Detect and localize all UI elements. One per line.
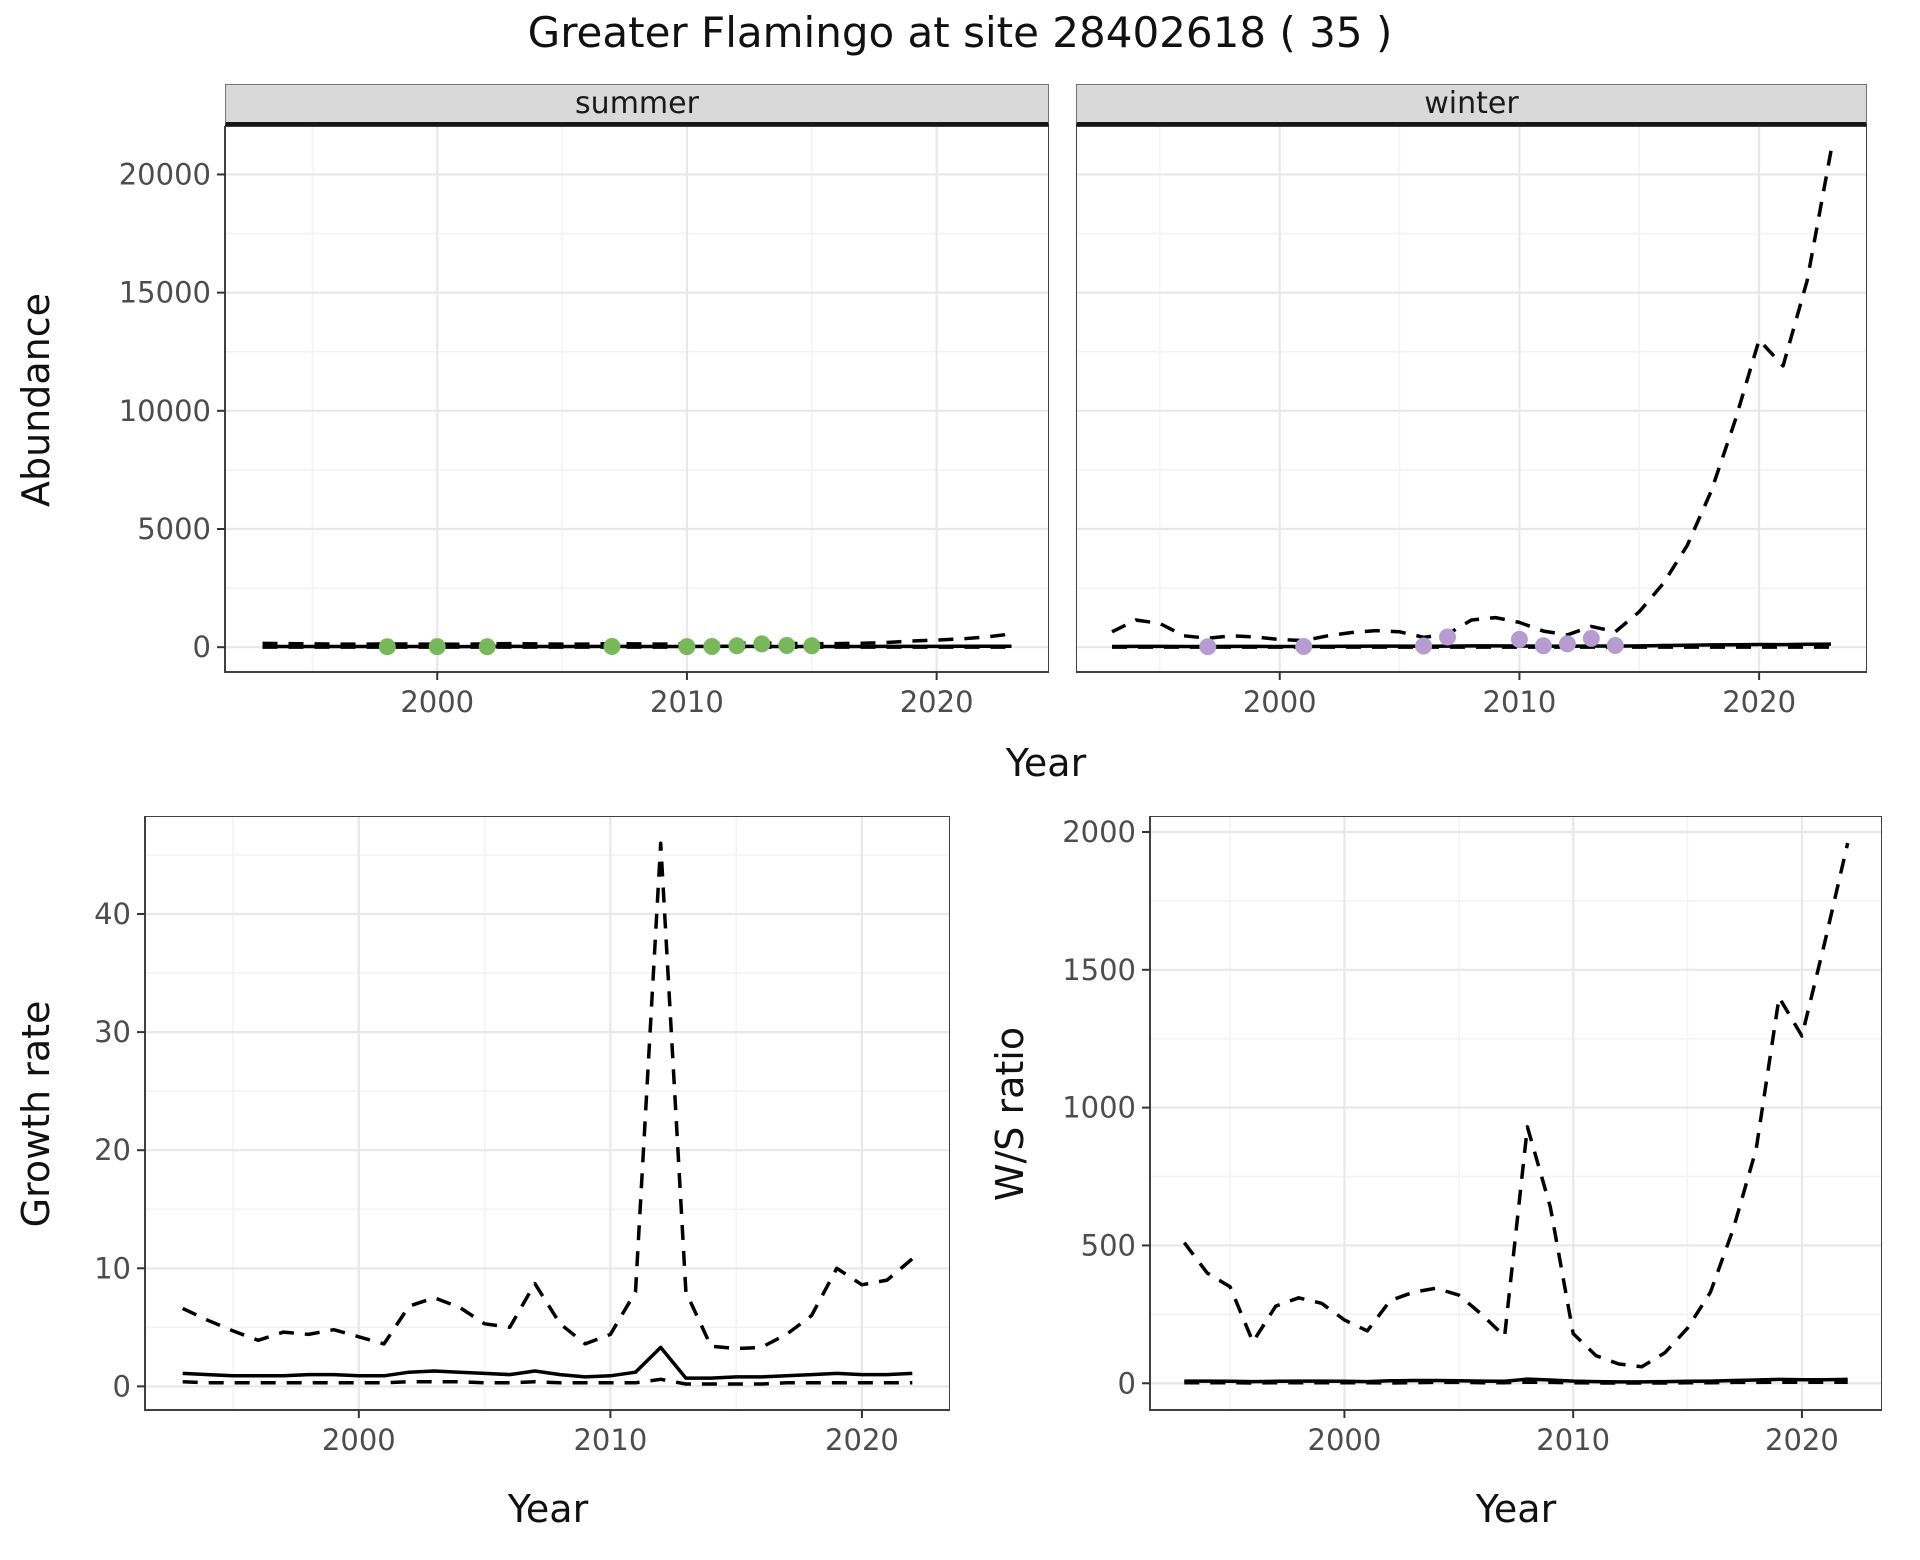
x-tick-label: 2000: [400, 685, 474, 719]
observation-point: [1582, 629, 1600, 647]
gridlines: [1150, 816, 1882, 1410]
y-tick-label: 1500: [1062, 953, 1136, 987]
x-tick-label: 2000: [1308, 1423, 1382, 1457]
observation-point: [1558, 635, 1576, 653]
observation-point: [1439, 628, 1456, 646]
series-lines: [1111, 150, 1833, 649]
gridlines: [225, 126, 1049, 672]
observation-point: [1199, 638, 1217, 656]
median-line: [1184, 1377, 1848, 1384]
gridlines: [1076, 126, 1867, 672]
x-tick-label: 2010: [650, 685, 724, 719]
y-tick-label: 5000: [137, 512, 211, 546]
observation-point: [378, 638, 396, 656]
observation-point: [1534, 637, 1552, 655]
observation-point: [1415, 637, 1433, 655]
observation-point: [1606, 637, 1624, 654]
year-axis-title-top: Year: [1005, 741, 1087, 785]
facet-strip-summer: summer: [225, 84, 1049, 126]
observation-point: [603, 638, 621, 655]
x-tick-label: 2010: [1483, 685, 1557, 719]
y-tick-label: 10: [94, 1251, 131, 1285]
facet-strip-winter: winter: [1076, 84, 1867, 126]
upper_ci-line: [181, 841, 914, 1351]
y-tick-label: 40: [94, 897, 131, 931]
growth-rate-panel: 2000 2010 2020 0 10 20 30 40: [94, 816, 950, 1457]
observation-point: [428, 638, 446, 656]
observation-point: [803, 637, 821, 655]
y-tick-label: 30: [94, 1015, 131, 1049]
x-tick-label: 2010: [573, 1423, 647, 1457]
facet-strip-summer-label: summer: [575, 86, 699, 121]
axis-ticks: 2000 2010 2020 0 10 20 30 40: [94, 897, 899, 1457]
ws-ratio-axis-title: W/S ratio: [988, 1026, 1032, 1202]
observation-point: [678, 638, 696, 656]
y-tick-label: 2000: [1062, 816, 1136, 849]
observation-point: [753, 635, 771, 653]
x-tick-label: 2020: [900, 685, 974, 719]
observation-point: [703, 638, 721, 655]
lower_ci-line: [182, 1377, 913, 1386]
growth-rate-axis-title: Growth rate: [14, 1000, 58, 1228]
x-tick-label: 2000: [322, 1423, 396, 1457]
upper_ci-line: [262, 632, 1012, 647]
x-tick-label: 2010: [1536, 1423, 1610, 1457]
abundance-summer-panel: 2000 2010 2020 0 5000 10000 15000 20000: [119, 126, 1049, 719]
y-tick-label: 1000: [1062, 1091, 1136, 1125]
y-tick-label: 10000: [119, 394, 211, 428]
upper_ci-line: [1111, 150, 1833, 643]
abundance-winter-panel: 2000 2010 2020: [1076, 126, 1867, 719]
y-tick-label: 20000: [119, 157, 211, 191]
axis-ticks: 2000 2010 2020 0 5000 10000 15000 20000: [119, 157, 974, 719]
axis-ticks: 2000 2010 2020: [1243, 672, 1796, 719]
upper_ci-line: [1182, 842, 1850, 1369]
y-tick-label: 0: [193, 630, 211, 664]
gridlines: [145, 816, 950, 1410]
series-lines: [181, 841, 914, 1386]
x-tick-label: 2000: [1243, 685, 1317, 719]
median-line: [182, 1345, 913, 1380]
observed_counts: [1199, 628, 1624, 656]
observed_counts: [378, 635, 821, 656]
median-line: [1111, 642, 1832, 649]
observation-point: [1510, 630, 1528, 648]
y-tick-label: 0: [113, 1369, 131, 1403]
y-tick-label: 20: [94, 1133, 131, 1167]
facet-strip-winter-label: winter: [1424, 86, 1519, 121]
observation-point: [728, 637, 746, 655]
x-tick-label: 2020: [1722, 685, 1796, 719]
ws-ratio-panel: 2000 2010 2020 0 500 1000 1500 2000: [1062, 816, 1882, 1457]
chart-title: Greater Flamingo at site 28402618 ( 35 ): [527, 8, 1393, 57]
x-tick-label: 2020: [1765, 1423, 1839, 1457]
abundance-axis-title: Abundance: [14, 292, 58, 508]
y-tick-label: 15000: [119, 276, 211, 310]
axis-ticks: 2000 2010 2020 0 500 1000 1500 2000: [1062, 816, 1839, 1457]
observation-point: [778, 637, 796, 654]
observation-point: [1295, 638, 1313, 655]
y-tick-label: 500: [1081, 1228, 1136, 1262]
year-axis-title-bottom-left: Year: [507, 1487, 589, 1531]
x-tick-label: 2020: [825, 1423, 899, 1457]
observation-point: [478, 638, 496, 656]
year-axis-title-bottom-right: Year: [1475, 1487, 1557, 1531]
series-lines: [1182, 842, 1850, 1385]
y-tick-label: 0: [1118, 1366, 1136, 1400]
